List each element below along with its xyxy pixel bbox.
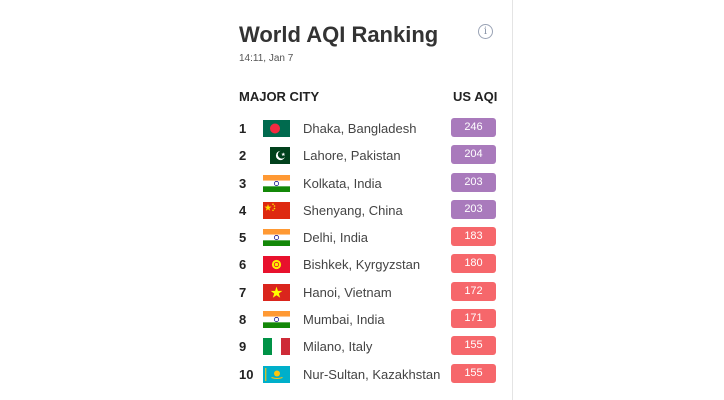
aqi-badge: 155 xyxy=(451,336,496,356)
rank-number: 9 xyxy=(239,339,247,355)
aqi-badge: 203 xyxy=(451,199,496,219)
panel-divider xyxy=(512,0,513,400)
city-name[interactable]: Bishkek, Kyrgyzstan xyxy=(303,257,421,273)
aqi-badge: 246 xyxy=(451,118,496,137)
rank-number: 2 xyxy=(239,148,247,164)
aqi-badge: 180 xyxy=(451,254,496,274)
city-name[interactable]: Dhaka, Bangladesh xyxy=(303,121,417,136)
aqi-badge: 172 xyxy=(451,281,496,301)
ranking-row[interactable]: 3 Kolkata, India 203 xyxy=(0,170,512,197)
kazakhstan-flag-icon xyxy=(263,365,290,383)
ranking-row[interactable]: 4 Shenyang, China 203 xyxy=(0,197,512,224)
timestamp: 14:11, Jan 7 xyxy=(239,53,294,64)
page-title: World AQI Ranking xyxy=(239,22,439,47)
india-flag-icon xyxy=(263,229,290,247)
ranking-row[interactable]: 1 Dhaka, Bangladesh 246 xyxy=(0,115,512,142)
column-header-city: MAJOR CITY xyxy=(239,89,320,104)
ranking-row[interactable]: 9 Milano, Italy 155 xyxy=(0,333,512,360)
vietnam-flag-icon xyxy=(263,283,290,301)
column-header-aqi: US AQI xyxy=(453,89,498,104)
china-flag-icon xyxy=(263,201,290,219)
city-name[interactable]: Milano, Italy xyxy=(303,339,373,355)
aqi-badge: 203 xyxy=(451,172,496,192)
rank-number: 1 xyxy=(239,121,247,136)
ranking-row[interactable]: 6 Bishkek, Kyrgyzstan 180 xyxy=(0,251,512,278)
india-flag-icon xyxy=(263,311,290,329)
india-flag-icon xyxy=(263,174,290,192)
aqi-badge: 171 xyxy=(451,309,496,329)
city-name[interactable]: Shenyang, China xyxy=(303,202,403,218)
aqi-badge: 155 xyxy=(451,363,496,383)
city-name[interactable]: Lahore, Pakistan xyxy=(303,148,401,164)
city-name[interactable]: Mumbai, India xyxy=(303,312,385,328)
ranking-row[interactable]: 7 Hanoi, Vietnam 172 xyxy=(0,279,512,306)
ranking-row[interactable]: 8 Mumbai, India 171 xyxy=(0,306,512,333)
pakistan-flag-icon xyxy=(263,147,290,165)
city-name[interactable]: Hanoi, Vietnam xyxy=(303,284,392,300)
ranking-row[interactable]: 2 Lahore, Pakistan 204 xyxy=(0,142,512,169)
aqi-badge: 204 xyxy=(451,145,496,165)
rank-number: 8 xyxy=(239,312,247,328)
info-icon[interactable]: i xyxy=(478,24,493,39)
bangladesh-flag-icon xyxy=(263,120,290,137)
city-name[interactable]: Delhi, India xyxy=(303,230,369,246)
kyrgyzstan-flag-icon xyxy=(263,256,290,274)
ranking-row[interactable]: 5 Delhi, India 183 xyxy=(0,224,512,251)
city-name[interactable]: Kolkata, India xyxy=(303,175,382,191)
aqi-badge: 183 xyxy=(451,227,496,247)
rank-number: 6 xyxy=(239,257,247,273)
city-name[interactable]: Nur-Sultan, Kazakhstan xyxy=(303,366,441,382)
rank-number: 10 xyxy=(239,366,254,382)
rank-number: 3 xyxy=(239,175,247,191)
rank-number: 7 xyxy=(239,284,247,300)
rank-number: 5 xyxy=(239,230,247,246)
italy-flag-icon xyxy=(263,338,290,356)
ranking-list: 1 Dhaka, Bangladesh 246 2 Lahore, Pakist… xyxy=(0,115,512,388)
rank-number: 4 xyxy=(239,202,247,218)
ranking-row[interactable]: 10 Nur-Sultan, Kazakhstan 155 xyxy=(0,361,512,388)
